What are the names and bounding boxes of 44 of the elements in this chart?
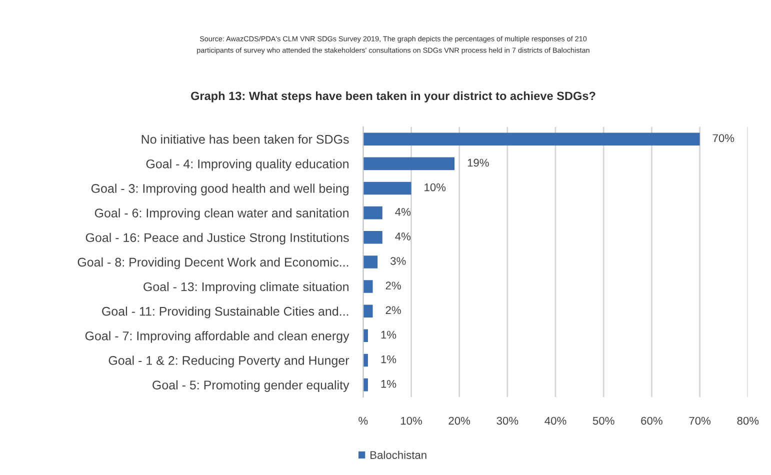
x-tick-label: 80% (737, 416, 759, 425)
y-tick-label: Goal - 8: Providing Decent Work and Economic... (78, 257, 348, 270)
bar (363, 206, 382, 220)
y-tick-label: Goal - 1 & 2: Reducing Poverty and Hunger (108, 356, 350, 368)
y-tick-label: Goal - 5: Promoting gender equality (152, 380, 350, 392)
data-label: 4% (395, 208, 411, 216)
bar (363, 182, 412, 195)
data-label: 1% (381, 355, 396, 364)
data-label: 19% (468, 158, 489, 167)
x-tick-label: 20% (448, 416, 470, 425)
bar (363, 256, 378, 268)
y-tick-label: Goal - 4: Improving quality education (146, 159, 348, 171)
chart-title: Graph 13: What steps have been taken in your district to achieve SDGs? (190, 91, 596, 102)
y-tick-label: Goal - 6: Improving clean water and sanitation (94, 208, 348, 220)
y-tick-label: Goal - 7: Improving affordable and clean energy (85, 331, 350, 343)
x-tick-label: 60% (641, 416, 662, 425)
bar (363, 231, 382, 244)
data-label: 1% (381, 330, 396, 339)
data-label: 2% (386, 306, 401, 314)
data-label: 10% (424, 183, 446, 192)
bar (363, 354, 368, 367)
x-tick-label: 70% (689, 416, 711, 425)
bar (363, 132, 700, 146)
legend-label: Balochistan (370, 450, 426, 459)
x-tick-label: 30% (496, 416, 518, 425)
data-label: 4% (395, 232, 411, 240)
y-tick-label: Goal - 16: Peace and Justice Strong Institutions (86, 232, 349, 245)
y-tick-label: Goal - 13: Improving climate situation (144, 282, 348, 294)
bar (363, 378, 368, 392)
bar (363, 304, 373, 318)
bar (363, 280, 373, 293)
y-tick-label: No initiative has been taken for SDGs (142, 134, 349, 144)
x-tick-label: 50% (592, 416, 614, 425)
x-tick-label: % (358, 416, 368, 425)
y-tick-label: Goal - 3: Improving good health and well being (91, 184, 348, 196)
bar (363, 329, 368, 342)
data-label: 70% (712, 134, 734, 142)
x-tick-label: 10% (400, 416, 422, 425)
bar (363, 157, 455, 170)
data-label: 3% (390, 257, 406, 265)
x-tick-label: 40% (544, 416, 566, 425)
data-label: 1% (381, 380, 396, 388)
y-tick-label: Goal - 11: Providing Sustainable Cities and... (102, 306, 348, 318)
data-label: 2% (386, 282, 401, 290)
